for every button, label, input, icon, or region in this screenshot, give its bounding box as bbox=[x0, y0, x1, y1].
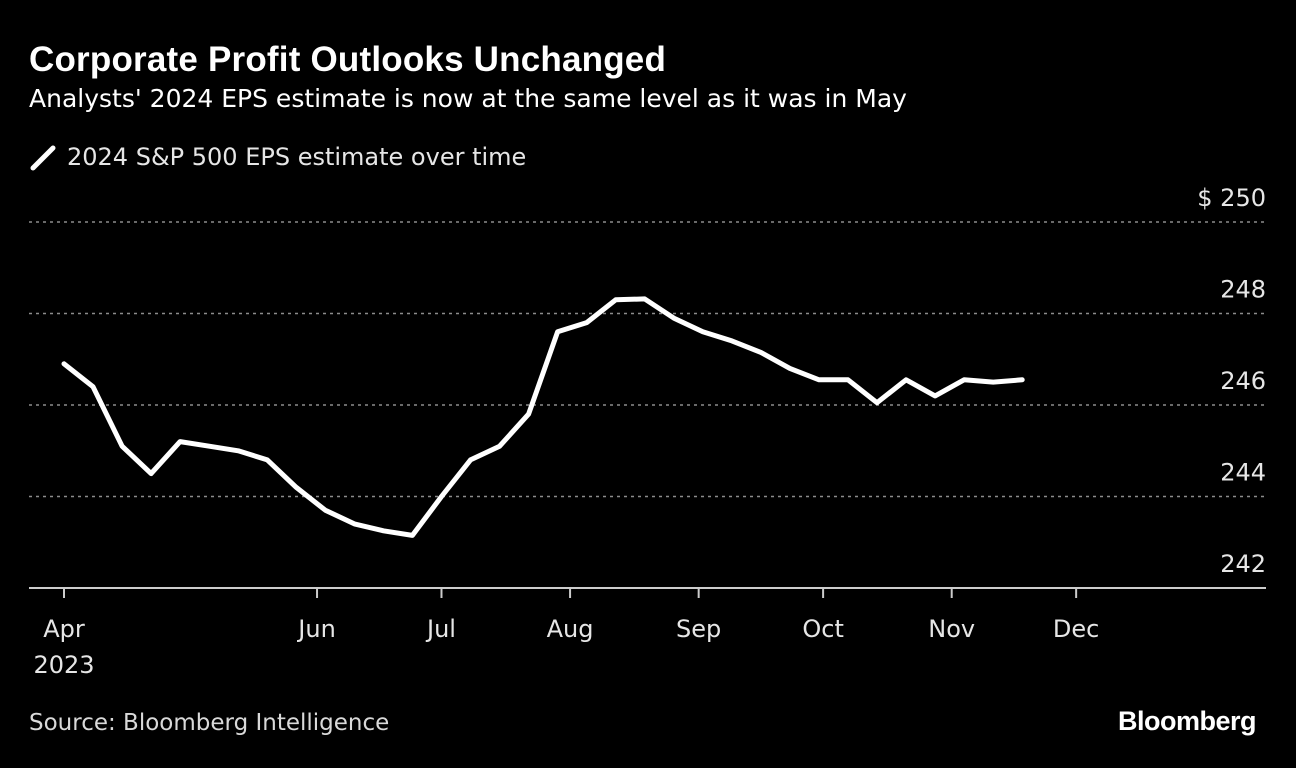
y-tick-label-244: 244 bbox=[1220, 459, 1266, 487]
y-tick-label-242: 242 bbox=[1220, 550, 1266, 578]
x-tick-label-oct: Oct bbox=[802, 615, 844, 643]
legend-label: 2024 S&P 500 EPS estimate over time bbox=[67, 143, 527, 171]
bloomberg-logo: Bloomberg bbox=[1117, 706, 1257, 736]
x-tick-label-aug: Aug bbox=[547, 615, 594, 643]
chart-subtitle: Analysts' 2024 EPS estimate is now at th… bbox=[29, 84, 907, 113]
x-tick-label-jun: Jun bbox=[296, 615, 336, 643]
y-tick-label-250: $ 250 bbox=[1197, 184, 1266, 212]
y-tick-label-248: 248 bbox=[1220, 276, 1266, 304]
legend-line-icon bbox=[30, 145, 56, 171]
y-tick-label-246: 246 bbox=[1220, 367, 1266, 395]
legend: 2024 S&P 500 EPS estimate over time bbox=[29, 142, 526, 172]
x-tick-label-nov: Nov bbox=[928, 615, 975, 643]
series-line-eps-estimate bbox=[61, 296, 1025, 538]
x-tick-label-dec: Dec bbox=[1053, 615, 1099, 643]
x-tick-label-jul: Jul bbox=[425, 615, 456, 643]
x-tick-sublabel-year: 2023 bbox=[33, 651, 94, 679]
chart-title: Corporate Profit Outlooks Unchanged bbox=[29, 40, 667, 79]
x-tick-label-sep: Sep bbox=[676, 615, 721, 643]
x-tick-label-apr: Apr bbox=[43, 615, 85, 643]
source-note: Source: Bloomberg Intelligence bbox=[29, 710, 390, 736]
